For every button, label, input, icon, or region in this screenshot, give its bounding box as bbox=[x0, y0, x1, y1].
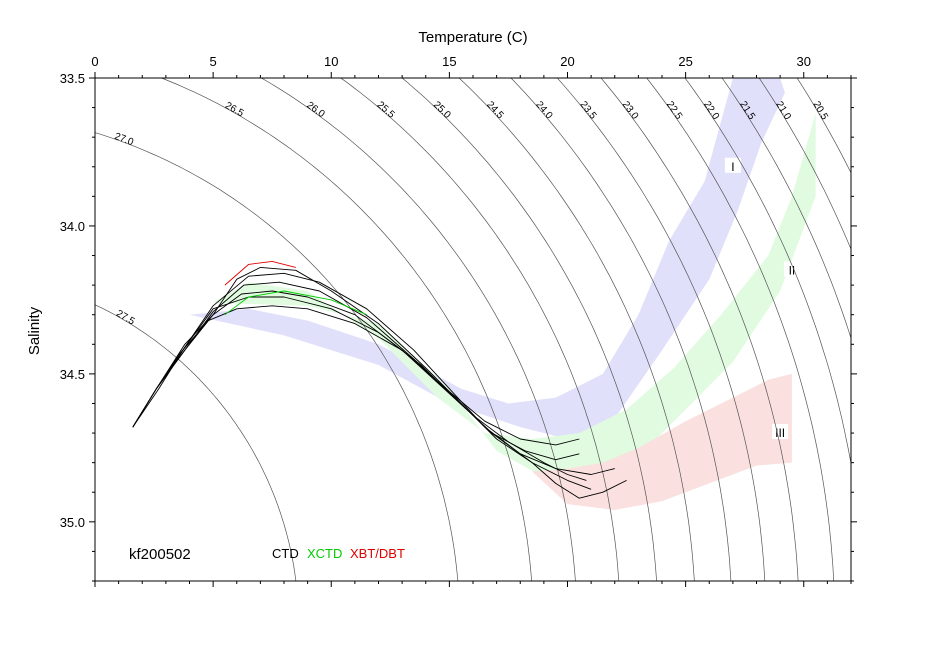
legend-xbt-dbt: XBT/DBT bbox=[350, 546, 405, 561]
y-axis-title: Salinity bbox=[26, 306, 43, 355]
isopycnal-23.0 bbox=[600, 78, 799, 581]
profile-series bbox=[132, 260, 627, 499]
region-2-label-bg bbox=[783, 261, 800, 277]
axes: 0 5 10 15 20 25 30 33.5 34.0 34.5 35.0 bbox=[60, 54, 857, 587]
isopycnal-25.5 bbox=[340, 78, 620, 581]
isopycnal-lines: 27.5 27.0 26.5 26.0 25.5 25.0 24.5 24.0 23.5 23.0… bbox=[95, 78, 851, 581]
region-1-label-bg bbox=[724, 157, 741, 173]
profile-trace-5 bbox=[132, 296, 580, 461]
isopycnal-label-24.0: 24.0 bbox=[533, 99, 554, 121]
isopycnal-label-27.5: 27.5 bbox=[114, 308, 137, 328]
region-3-label: III bbox=[775, 426, 785, 440]
x-tick-label: 10 bbox=[324, 54, 338, 69]
profile-trace-8 bbox=[224, 290, 367, 316]
chart-labels: Temperature (C) Salinity kf200502 CTD XC… bbox=[26, 29, 528, 563]
region-2-label: II bbox=[789, 263, 796, 277]
y-tick-label: 35.0 bbox=[60, 515, 85, 530]
isopycnal-27.0 bbox=[95, 132, 459, 581]
region-1-label: I bbox=[731, 160, 734, 174]
isopycnal-24.0 bbox=[510, 78, 732, 581]
profile-trace-4 bbox=[132, 272, 615, 475]
region-2-fill bbox=[213, 113, 816, 478]
isopycnal-label-22.5: 22.5 bbox=[664, 99, 684, 122]
y-tick-label: 33.5 bbox=[60, 71, 85, 86]
y-tick-label: 34.0 bbox=[60, 219, 85, 234]
region-1-fill bbox=[189, 78, 785, 439]
legend-ctd: CTD bbox=[272, 546, 299, 561]
isopycnal-label-26.5: 26.5 bbox=[223, 100, 246, 119]
isopycnal-23.5 bbox=[556, 78, 766, 581]
isopycnal-label-26.0: 26.0 bbox=[304, 100, 327, 121]
isopycnal-label-23.0: 23.0 bbox=[620, 99, 641, 122]
x-tick-label: 25 bbox=[678, 54, 692, 69]
x-tick-label: 15 bbox=[442, 54, 456, 69]
isopycnal-26.0 bbox=[260, 78, 576, 581]
isopycnal-label-20.5: 20.5 bbox=[810, 100, 830, 123]
isopycnal-label-24.5: 24.5 bbox=[484, 99, 506, 121]
isopycnal-label-22.0: 22.0 bbox=[701, 99, 721, 122]
legend-xctd: XCTD bbox=[307, 546, 342, 561]
region-3-fill bbox=[532, 373, 792, 510]
isopycnal-20.5 bbox=[796, 78, 851, 174]
x-tick-label: 5 bbox=[210, 54, 217, 69]
profile-trace-7 bbox=[224, 260, 296, 286]
y-tick-label: 34.5 bbox=[60, 367, 85, 382]
isopycnal-label-27.0: 27.0 bbox=[113, 131, 135, 148]
cruise-label: kf200502 bbox=[129, 546, 191, 563]
isopycnal-24.5 bbox=[458, 78, 695, 581]
isopycnal-22.5 bbox=[646, 78, 835, 581]
x-tick-label: 0 bbox=[91, 54, 98, 69]
isopycnal-label-25.0: 25.0 bbox=[431, 99, 453, 121]
isopycnal-27.5 bbox=[95, 304, 297, 581]
isopycnal-22.0 bbox=[684, 78, 851, 466]
isopycnal-label-25.5: 25.5 bbox=[375, 100, 397, 121]
isopycnal-21.0 bbox=[758, 78, 851, 251]
isopycnal-26.5 bbox=[160, 78, 533, 581]
x-axis-title: Temperature (C) bbox=[418, 29, 527, 46]
isopycnal-label-23.5: 23.5 bbox=[578, 99, 599, 121]
x-tick-label: 20 bbox=[560, 54, 574, 69]
x-tick-label: 30 bbox=[797, 54, 811, 69]
isopycnal-25.0 bbox=[401, 78, 657, 581]
